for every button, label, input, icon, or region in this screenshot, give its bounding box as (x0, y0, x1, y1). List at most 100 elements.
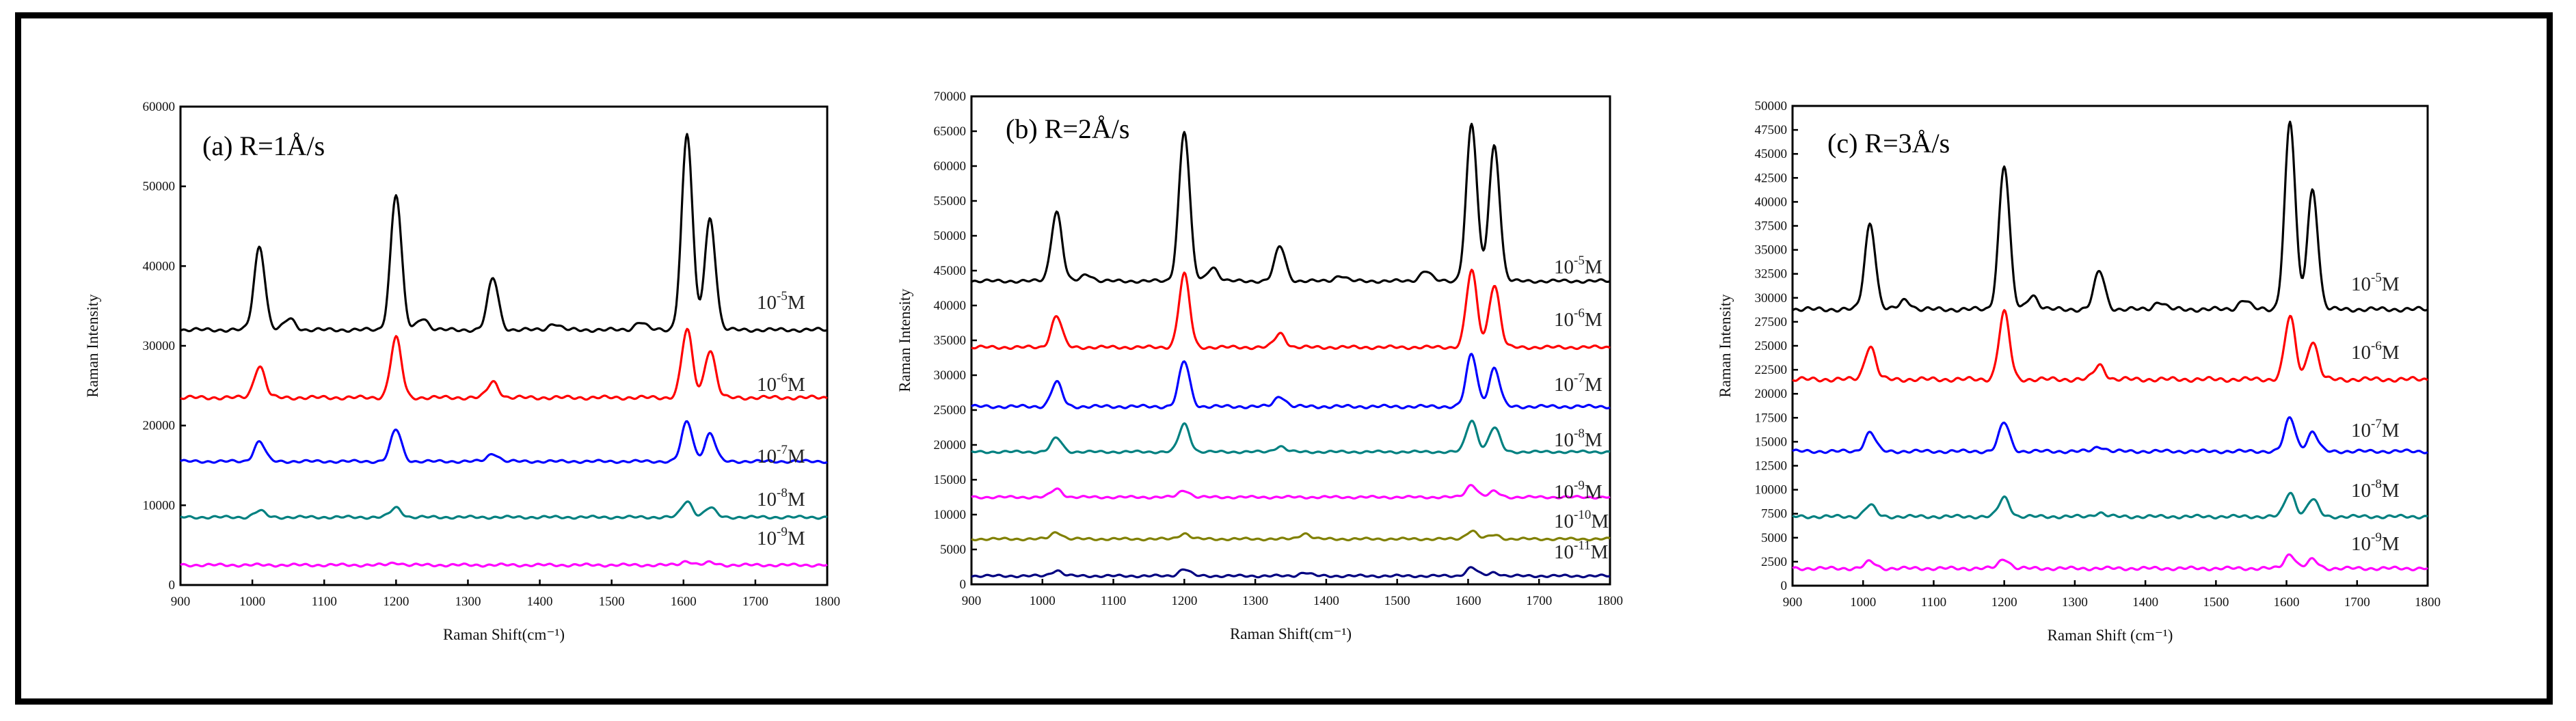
label-exponent: -7 (1574, 371, 1585, 385)
x-tick-label: 1700 (1526, 594, 1552, 608)
x-tick-label: 1300 (1242, 594, 1268, 608)
label-exponent: -6 (2371, 339, 2382, 353)
y-axis-title: Raman Intensity (84, 294, 101, 398)
concentration-label-10-8M: 10-8M (757, 486, 805, 511)
concentration-label-10-5M: 10-5M (2351, 271, 2400, 295)
label-unit: M (1585, 256, 1602, 278)
concentration-label-10-6M: 10-6M (2351, 339, 2400, 364)
x-tick-label: 1500 (2203, 595, 2229, 610)
label-unit: M (2382, 420, 2400, 441)
label-exponent: -6 (1574, 306, 1585, 321)
series-line-10-8M (180, 500, 828, 520)
panel-title: (c) R=3Å/s (1827, 128, 1950, 159)
y-axis-title: Raman Intensity (1717, 294, 1734, 398)
label-mantissa: 10 (1554, 309, 1574, 331)
x-tick-label: 1800 (1597, 594, 1623, 608)
x-tick-label: 900 (1783, 595, 1803, 610)
series-line-10-5M (180, 133, 828, 334)
y-tick-label: 60000 (143, 100, 176, 114)
label-exponent: -8 (2371, 477, 2382, 491)
series-line-10-7M (971, 353, 1611, 409)
label-mantissa: 10 (2351, 273, 2371, 295)
concentration-label-10-7M: 10-7M (2351, 417, 2400, 441)
plot-area-border (1791, 105, 2429, 587)
y-tick-label: 47500 (1755, 123, 1788, 137)
x-tick-label: 1600 (2274, 595, 2300, 610)
x-tick-label: 900 (962, 594, 982, 608)
x-tick-label: 1100 (312, 595, 337, 609)
concentration-label-10-7M: 10-7M (1554, 371, 1602, 396)
y-tick-label: 65000 (934, 124, 967, 139)
x-tick-label: 900 (171, 595, 191, 609)
y-tick-label: 7500 (1761, 507, 1787, 521)
series-line-10-7M (1792, 416, 2428, 454)
y-tick-label: 32500 (1755, 267, 1788, 282)
label-exponent: -9 (1574, 478, 1585, 493)
x-tick-label: 1700 (742, 595, 768, 609)
label-exponent: -10 (1574, 508, 1591, 522)
concentration-label-10-7M: 10-7M (757, 443, 805, 467)
y-tick-label: 50000 (143, 180, 176, 194)
x-tick-label: 1600 (1455, 594, 1481, 608)
y-tick-label: 5000 (1761, 531, 1787, 545)
y-tick-label: 0 (169, 578, 176, 593)
y-tick-label: 12500 (1755, 459, 1788, 474)
series-line-10-6M (971, 269, 1611, 351)
x-tick-label: 1800 (2415, 595, 2441, 610)
label-mantissa: 10 (2351, 480, 2371, 502)
y-tick-label: 20000 (934, 438, 967, 452)
label-mantissa: 10 (2351, 533, 2371, 555)
y-axis-title: Raman Intensity (896, 288, 913, 392)
y-tick-label: 20000 (1755, 387, 1788, 401)
label-unit: M (1585, 481, 1602, 503)
y-tick-label: 40000 (934, 299, 967, 313)
y-tick-label: 70000 (934, 90, 967, 104)
series-line-10-9M (971, 484, 1611, 500)
figure-frame: 900 1000 1100 1200 1300 1400 1500 1600 1700 1800 0… (15, 12, 2553, 705)
label-exponent: -8 (1574, 426, 1585, 441)
y-tick-label: 27500 (1755, 315, 1788, 329)
y-tick-label: 30000 (1755, 291, 1788, 305)
y-tick-label: 10000 (1755, 483, 1788, 498)
x-tick-label: 1300 (2062, 595, 2088, 610)
series-line-10-6M (180, 327, 828, 401)
label-mantissa: 10 (757, 374, 777, 396)
label-exponent: -5 (1574, 254, 1585, 268)
label-unit: M (2382, 533, 2400, 555)
y-tick-label: 25000 (1755, 339, 1788, 353)
label-mantissa: 10 (1554, 511, 1574, 532)
y-tick-label: 35000 (1755, 243, 1788, 258)
x-tick-label: 1600 (671, 595, 697, 609)
x-tick-label: 1100 (1921, 595, 1946, 610)
label-mantissa: 10 (757, 446, 777, 467)
series-line-10-7M (180, 420, 828, 464)
label-mantissa: 10 (1554, 481, 1574, 503)
concentration-label-10-8M: 10-8M (1554, 426, 1602, 451)
concentration-label-10-8M: 10-8M (2351, 477, 2400, 502)
series-line-10-5M (1792, 120, 2428, 313)
y-tick-label: 0 (960, 577, 967, 592)
x-tick-label: 1700 (2344, 595, 2370, 610)
y-tick-label: 40000 (143, 259, 176, 273)
label-unit: M (788, 292, 805, 314)
series-line-10-9M (1792, 553, 2428, 571)
y-tick-label: 35000 (934, 334, 967, 348)
x-tick-label: 1400 (2132, 595, 2158, 610)
chart-panel-b: 900 1000 1100 1200 1300 1400 1500 1600 1700 1800 0… (896, 90, 1623, 642)
x-tick-label: 1100 (1101, 594, 1126, 608)
label-exponent: -8 (777, 486, 788, 500)
x-tick-label: 1200 (1991, 595, 2017, 610)
x-tick-label: 1300 (455, 595, 481, 609)
concentration-label-10-6M: 10-6M (757, 371, 805, 396)
label-exponent: -5 (2371, 271, 2382, 285)
x-axis-title: Raman Shift(cm⁻¹) (443, 626, 565, 643)
y-tick-label: 60000 (934, 159, 967, 174)
chart-panel-a: 900 1000 1100 1200 1300 1400 1500 1600 1700 1800 0… (84, 100, 840, 643)
series-line-10-8M (1792, 491, 2428, 520)
y-tick-label: 10000 (934, 508, 967, 522)
x-tick-label: 1400 (527, 595, 553, 609)
x-tick-label: 1000 (239, 595, 265, 609)
y-tick-label: 15000 (934, 473, 967, 487)
label-exponent: -11 (1574, 539, 1591, 553)
concentration-label-10-10M: 10-10M (1554, 508, 1609, 532)
